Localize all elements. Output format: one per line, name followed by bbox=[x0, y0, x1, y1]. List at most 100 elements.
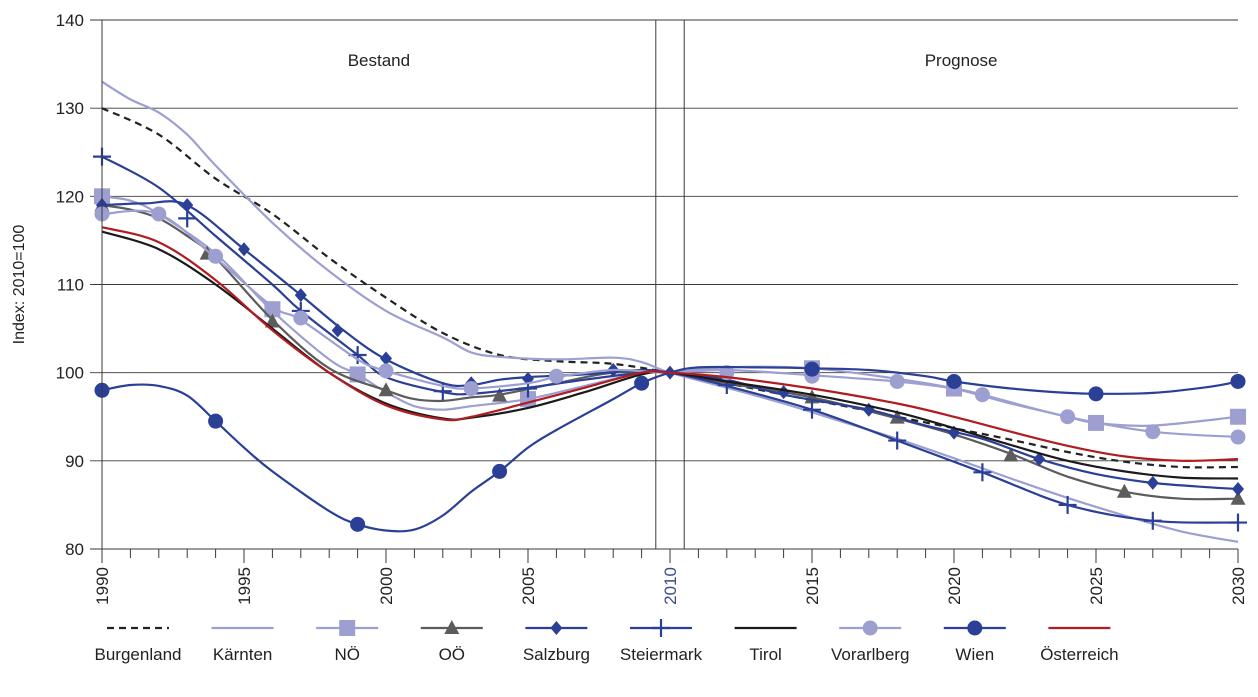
y-tick-label: 80 bbox=[65, 540, 84, 559]
data-point-steiermark bbox=[178, 209, 197, 228]
data-point-wien bbox=[1088, 386, 1104, 402]
data-point-steiermark bbox=[1058, 495, 1077, 514]
data-point-steiermark bbox=[888, 431, 907, 450]
data-point-vorarlberg bbox=[293, 310, 309, 326]
series-oö bbox=[94, 197, 1246, 505]
x-tick-label: 2025 bbox=[1087, 567, 1106, 605]
data-point-salzburg bbox=[380, 351, 392, 366]
legend-label-burgenland: Burgenland bbox=[95, 645, 182, 664]
data-point-salzburg bbox=[238, 242, 250, 257]
data-point-vorarlberg bbox=[548, 368, 564, 384]
legend-label-tirol: Tirol bbox=[749, 645, 781, 664]
y-tick-label: 100 bbox=[56, 364, 84, 383]
data-point-oö bbox=[1230, 490, 1246, 505]
series-line-tirol bbox=[101, 230, 1239, 480]
x-tick-label: 2005 bbox=[519, 567, 538, 605]
data-point-oö bbox=[378, 382, 394, 397]
series-line-kärnten bbox=[101, 80, 1239, 543]
x-tick-label: 2015 bbox=[803, 567, 822, 605]
data-point-salzburg bbox=[294, 288, 307, 303]
data-point-wien bbox=[946, 373, 962, 389]
x-tick-label: 2000 bbox=[377, 567, 396, 605]
legend-item-österreich: Österreich bbox=[1040, 626, 1119, 664]
y-axis-label: Index: 2010=100 bbox=[11, 225, 28, 345]
legend-item-burgenland: Burgenland bbox=[95, 626, 182, 664]
legend-label-vorarlberg: Vorarlberg bbox=[831, 645, 909, 664]
data-point-salzburg bbox=[331, 323, 344, 338]
x-tick-label: 1995 bbox=[235, 567, 254, 605]
series-line-österreich bbox=[101, 226, 1239, 462]
data-point-steiermark bbox=[803, 400, 821, 419]
data-point-oö bbox=[1003, 447, 1019, 462]
data-point-oö bbox=[492, 387, 508, 402]
series-vorarlberg bbox=[94, 206, 1246, 445]
legend-item-tirol: Tirol bbox=[734, 626, 797, 664]
data-point-oö bbox=[1116, 483, 1132, 498]
legend-label-oö: OÖ bbox=[439, 645, 465, 664]
data-point-salzburg bbox=[1232, 482, 1244, 497]
data-point-wien bbox=[350, 516, 366, 532]
legend-item-vorarlberg: Vorarlberg bbox=[831, 620, 909, 664]
y-tick-label: 140 bbox=[56, 11, 84, 30]
data-point-vorarlberg bbox=[1145, 424, 1161, 440]
series-steiermark bbox=[93, 147, 1247, 532]
legend-label-österreich: Österreich bbox=[1040, 645, 1118, 664]
legend-item-wien: Wien bbox=[943, 620, 1006, 664]
x-tick-label: 2020 bbox=[945, 567, 964, 605]
legend-item-salzburg: Salzburg bbox=[523, 621, 590, 664]
legend-item-oö: OÖ bbox=[420, 620, 483, 664]
data-point-vorarlberg bbox=[974, 387, 990, 403]
data-point-salzburg bbox=[1033, 452, 1046, 467]
data-point-vorarlberg bbox=[889, 373, 905, 389]
data-point-wien bbox=[492, 463, 508, 479]
data-point-vorarlberg bbox=[1230, 429, 1246, 445]
data-point-steiermark bbox=[973, 463, 992, 482]
annotation-prognose: Prognose bbox=[925, 51, 998, 70]
y-tick-label: 130 bbox=[56, 99, 84, 118]
data-point-wien bbox=[804, 361, 820, 377]
data-point-salzburg bbox=[1146, 475, 1159, 490]
legend-item-nö: NÖ bbox=[316, 620, 379, 664]
legend-marker-nö bbox=[339, 620, 356, 636]
x-tick-label: 2010 bbox=[661, 567, 680, 605]
data-point-nö bbox=[264, 301, 281, 318]
legend-label-nö: NÖ bbox=[334, 645, 360, 664]
legend-item-steiermark: Steiermark bbox=[620, 619, 703, 664]
series-tirol bbox=[101, 230, 1239, 480]
data-point-vorarlberg bbox=[378, 363, 394, 379]
legend-marker-wien bbox=[967, 620, 983, 636]
legend-marker-oö bbox=[444, 620, 460, 634]
data-point-vorarlberg bbox=[1060, 409, 1076, 425]
data-point-steiermark bbox=[1143, 511, 1162, 530]
series-line-steiermark bbox=[101, 155, 1239, 524]
data-point-steiermark bbox=[1229, 513, 1247, 532]
legend-label-salzburg: Salzburg bbox=[523, 645, 590, 664]
legend-item-kärnten: Kärnten bbox=[211, 626, 274, 664]
series-salzburg bbox=[96, 198, 1244, 497]
legend-marker-steiermark bbox=[652, 619, 670, 637]
data-point-oö bbox=[264, 313, 280, 328]
legend-label-wien: Wien bbox=[955, 645, 994, 664]
data-point-salzburg bbox=[777, 385, 790, 400]
data-point-nö bbox=[1230, 408, 1246, 425]
data-point-vorarlberg bbox=[208, 248, 224, 264]
series-burgenland bbox=[101, 107, 1239, 469]
data-point-wien bbox=[208, 413, 224, 429]
legend-marker-salzburg bbox=[550, 621, 563, 635]
series-line-oö bbox=[101, 204, 1239, 501]
data-point-vorarlberg bbox=[151, 206, 167, 222]
y-tick-label: 120 bbox=[56, 187, 84, 206]
legend-label-kärnten: Kärnten bbox=[213, 645, 273, 664]
annotation-bestand: Bestand bbox=[348, 51, 410, 70]
data-point-wien bbox=[634, 375, 650, 391]
legend-label-steiermark: Steiermark bbox=[620, 645, 703, 664]
series-line-wien bbox=[101, 365, 1239, 533]
series-line-burgenland bbox=[101, 107, 1239, 469]
data-point-vorarlberg bbox=[463, 381, 479, 397]
data-point-wien bbox=[1230, 373, 1246, 389]
x-tick-label: 1990 bbox=[93, 567, 112, 605]
y-tick-label: 110 bbox=[57, 276, 84, 295]
series-kärnten bbox=[101, 80, 1239, 543]
